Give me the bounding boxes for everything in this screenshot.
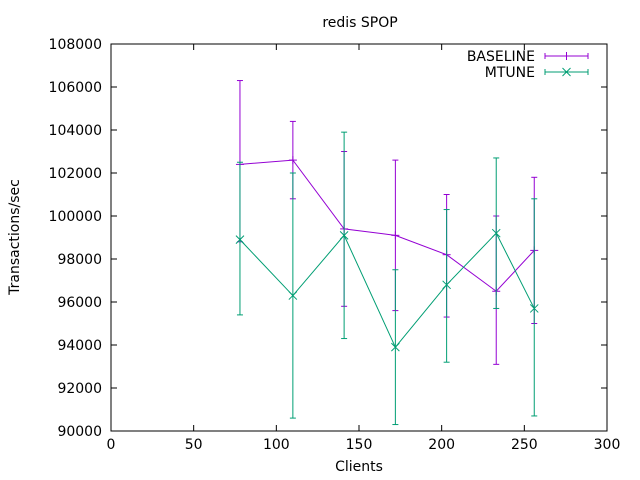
y-tick-label: 92000	[57, 381, 102, 397]
series-mtune	[235, 131, 539, 426]
marker-stroke	[562, 67, 571, 77]
marker-stroke	[339, 230, 349, 240]
series-line	[239, 232, 535, 349]
data-point	[562, 52, 571, 60]
data-point	[391, 231, 400, 240]
y-tick-label: 96000	[57, 295, 102, 311]
x-axis-label: Clients	[335, 459, 383, 475]
legend-label: BASELINE	[467, 49, 535, 65]
plot-frame	[110, 43, 608, 432]
data-point	[442, 280, 451, 290]
y-tick-label: 100000	[49, 209, 102, 225]
x-axis: 0 50 100 150 200 250 300	[107, 44, 621, 453]
marker-stroke	[442, 280, 451, 290]
data-point	[529, 304, 539, 313]
legend-item-mtune: MTUNE	[485, 65, 589, 81]
y-tick-label: 104000	[49, 123, 102, 139]
error-bar	[531, 198, 538, 417]
series-line	[239, 159, 535, 292]
y-axis: 90000 92000 94000 96000 98000 100000 102000 104…	[49, 37, 607, 440]
marker-stroke	[235, 235, 245, 245]
legend-item-baseline: BASELINE	[467, 49, 589, 65]
marker-stroke	[288, 291, 298, 300]
x-tick-label: 200	[428, 437, 455, 453]
y-axis-label: Transactions/sec	[7, 179, 23, 296]
x-tick-label: 0	[107, 437, 116, 453]
marker-stroke	[491, 228, 501, 238]
x-tick-label: 100	[263, 437, 290, 453]
error-bar	[443, 209, 450, 363]
marker-stroke	[529, 304, 539, 313]
legend-label: MTUNE	[485, 65, 535, 81]
y-tick-label: 106000	[49, 80, 102, 96]
x-tick-label: 300	[594, 437, 621, 453]
y-tick-label: 94000	[57, 338, 102, 354]
x-tick-label: 250	[511, 437, 538, 453]
series-layer	[235, 80, 539, 426]
y-tick-label: 98000	[57, 252, 102, 268]
y-tick-label: 108000	[49, 37, 102, 53]
x-tick-label: 50	[185, 437, 203, 453]
series-baseline	[235, 80, 539, 365]
error-bar	[236, 161, 243, 316]
data-point	[235, 235, 245, 245]
data-point	[288, 291, 298, 300]
chart-title: redis SPOP	[322, 15, 397, 31]
x-tick-label: 150	[346, 437, 373, 453]
data-point	[562, 67, 571, 77]
data-point	[288, 156, 297, 165]
marker-stroke	[391, 342, 400, 352]
y-tick-label: 90000	[57, 424, 102, 440]
y-tick-label: 102000	[49, 166, 102, 182]
data-point	[391, 342, 400, 352]
data-point	[491, 228, 501, 238]
data-point	[339, 230, 349, 240]
